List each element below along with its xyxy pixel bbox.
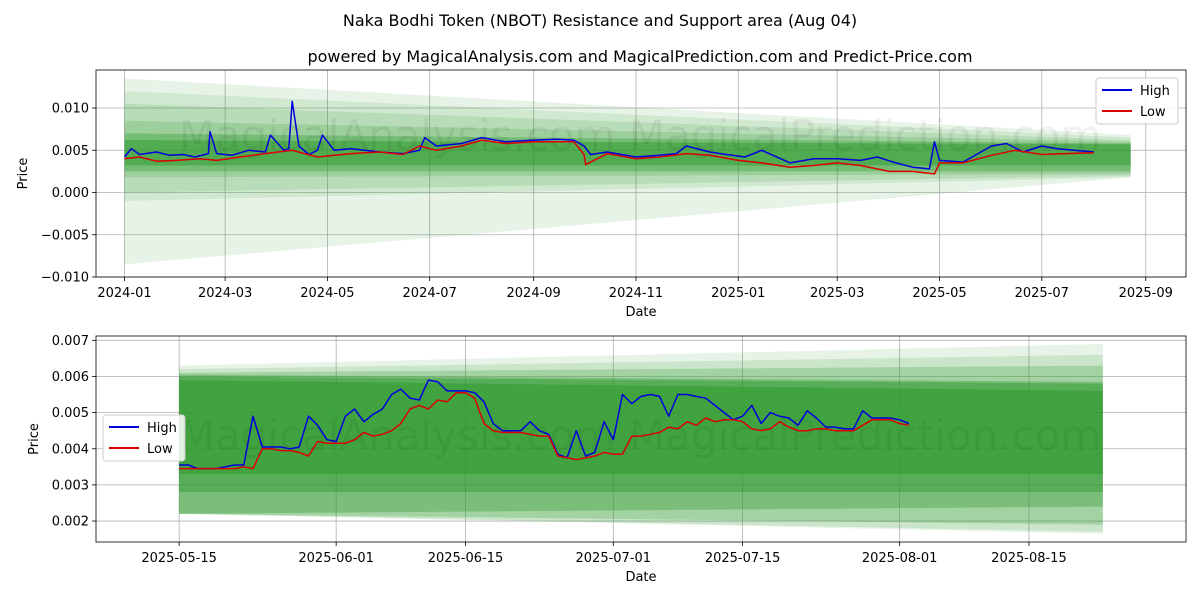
y-tick-label: −0.005 — [41, 228, 89, 243]
legend-label-high: High — [1140, 84, 1170, 99]
y-tick-label: 0.005 — [52, 144, 89, 159]
series-line-low — [124, 139, 1094, 175]
x-tick-label: 2025-09 — [1119, 286, 1173, 301]
chart-title: Naka Bodhi Token (NBOT) Resistance and S… — [343, 11, 857, 30]
y-tick-label: 0.000 — [52, 186, 89, 201]
x-tick-label: 2025-08-01 — [862, 551, 938, 566]
y-axis-label: Price — [27, 423, 42, 455]
plot-frame — [95, 335, 1187, 543]
support-resistance-band — [124, 140, 1131, 166]
x-tick-label: 2025-07-01 — [576, 551, 652, 566]
x-tick-label: 2025-05 — [912, 286, 966, 301]
series-group — [123, 100, 1094, 175]
y-tick-label: 0.004 — [52, 442, 89, 457]
support-resistance-band — [179, 380, 1103, 475]
x-tick-label: 2024-07 — [403, 286, 457, 301]
legend-label-low: Low — [147, 442, 173, 457]
y-axis-label: Price — [16, 158, 31, 190]
y-tick-label: 0.006 — [52, 370, 89, 385]
support-resistance-band — [124, 78, 1131, 265]
plot-frame — [95, 69, 1187, 278]
bottom-plot: MagicalAnalysis.com MagicalPrediction.co… — [27, 334, 1187, 585]
x-tick-label: 2025-07 — [1015, 286, 1069, 301]
series-line-high — [123, 100, 1094, 170]
x-tick-label: 2024-11 — [609, 286, 663, 301]
y-tick-label: 0.007 — [52, 334, 89, 349]
x-tick-label: 2024-03 — [198, 286, 252, 301]
watermark-text: MagicalAnalysis.com MagicalPrediction.co… — [179, 111, 1102, 160]
x-tick-label: 2025-06-15 — [428, 551, 504, 566]
x-axis-label: Date — [625, 305, 656, 320]
top-plot: MagicalAnalysis.com MagicalPrediction.co… — [16, 69, 1187, 320]
series-line-high — [179, 379, 910, 470]
x-tick-label: 2025-03 — [810, 286, 864, 301]
y-tick-label: −0.010 — [41, 271, 89, 286]
y-tick-label: 0.010 — [52, 102, 89, 117]
y-tick-label: 0.003 — [52, 478, 89, 493]
x-tick-label: 2025-05-15 — [141, 551, 217, 566]
legend-label-high: High — [147, 421, 177, 436]
y-tick-label: 0.005 — [52, 406, 89, 421]
series-line-low — [179, 391, 910, 470]
support-resistance-bands — [124, 78, 1131, 265]
x-tick-label: 2025-07-15 — [705, 551, 781, 566]
x-tick-label: 2024-01 — [97, 286, 151, 301]
x-tick-label: 2024-09 — [507, 286, 561, 301]
chart-subtitle: powered by MagicalAnalysis.com and Magic… — [307, 47, 972, 66]
x-tick-label: 2025-08-15 — [991, 551, 1067, 566]
y-tick-label: 0.002 — [52, 515, 89, 530]
x-tick-label: 2025-01 — [711, 286, 765, 301]
legend-label-low: Low — [1140, 105, 1166, 120]
x-tick-label: 2025-06-01 — [298, 551, 374, 566]
series-group — [179, 379, 910, 470]
support-resistance-bands — [179, 343, 1103, 534]
x-axis-label: Date — [625, 570, 656, 585]
x-tick-label: 2024-05 — [300, 286, 354, 301]
